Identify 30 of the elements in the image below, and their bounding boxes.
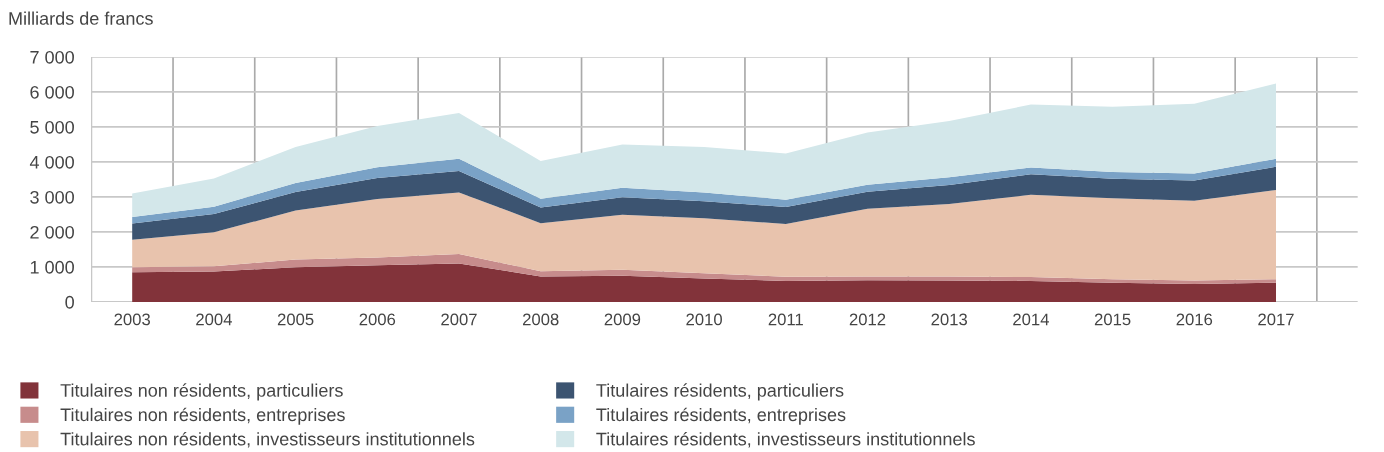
y-tick-label: 4 000	[29, 155, 74, 169]
y-tick-label: 5 000	[30, 120, 74, 134]
legend-label: Titulaires résidents, entreprises	[596, 407, 846, 425]
x-tick-label: 2012	[849, 313, 886, 326]
x-tick-label: 2005	[277, 313, 314, 326]
x-tick-label: 2008	[523, 313, 559, 326]
y-tick-label: 1 000	[30, 260, 74, 274]
legend-label: Titulaires non résidents, entreprises	[60, 407, 345, 425]
x-tick-label: 2015	[1094, 313, 1131, 326]
x-tick-label: 2014	[1013, 313, 1049, 326]
y-axis-title: Milliards de francs	[9, 11, 153, 25]
legend-label: Titulaires non résidents, investisseurs institutionnels	[60, 432, 475, 448]
y-tick-label: 6 000	[30, 85, 74, 99]
legend-label: Titulaires résidents, particuliers	[596, 383, 844, 401]
legend-label: Titulaires non résidents, particuliers	[60, 383, 343, 401]
x-tick-label: 2007	[441, 313, 477, 326]
y-tick-label: 0	[65, 295, 74, 309]
x-tick-label: 2016	[1176, 313, 1213, 326]
y-tick-label: 3 000	[30, 190, 74, 204]
legend-label: Titulaires résidents, investisseurs institutionnels	[596, 432, 975, 448]
x-tick-label: 2006	[359, 313, 396, 326]
x-tick-label: 2009	[604, 313, 641, 326]
y-tick-label: 7 000	[30, 50, 74, 64]
y-tick-label: 2 000	[30, 225, 74, 239]
x-tick-label: 2013	[931, 313, 968, 326]
x-tick-label: 2003	[114, 313, 150, 326]
x-tick-label: 2004	[196, 313, 232, 326]
x-tick-label: 2017	[1258, 313, 1294, 326]
x-tick-label: 2011	[768, 313, 803, 326]
x-tick-label: 2010	[686, 313, 722, 326]
